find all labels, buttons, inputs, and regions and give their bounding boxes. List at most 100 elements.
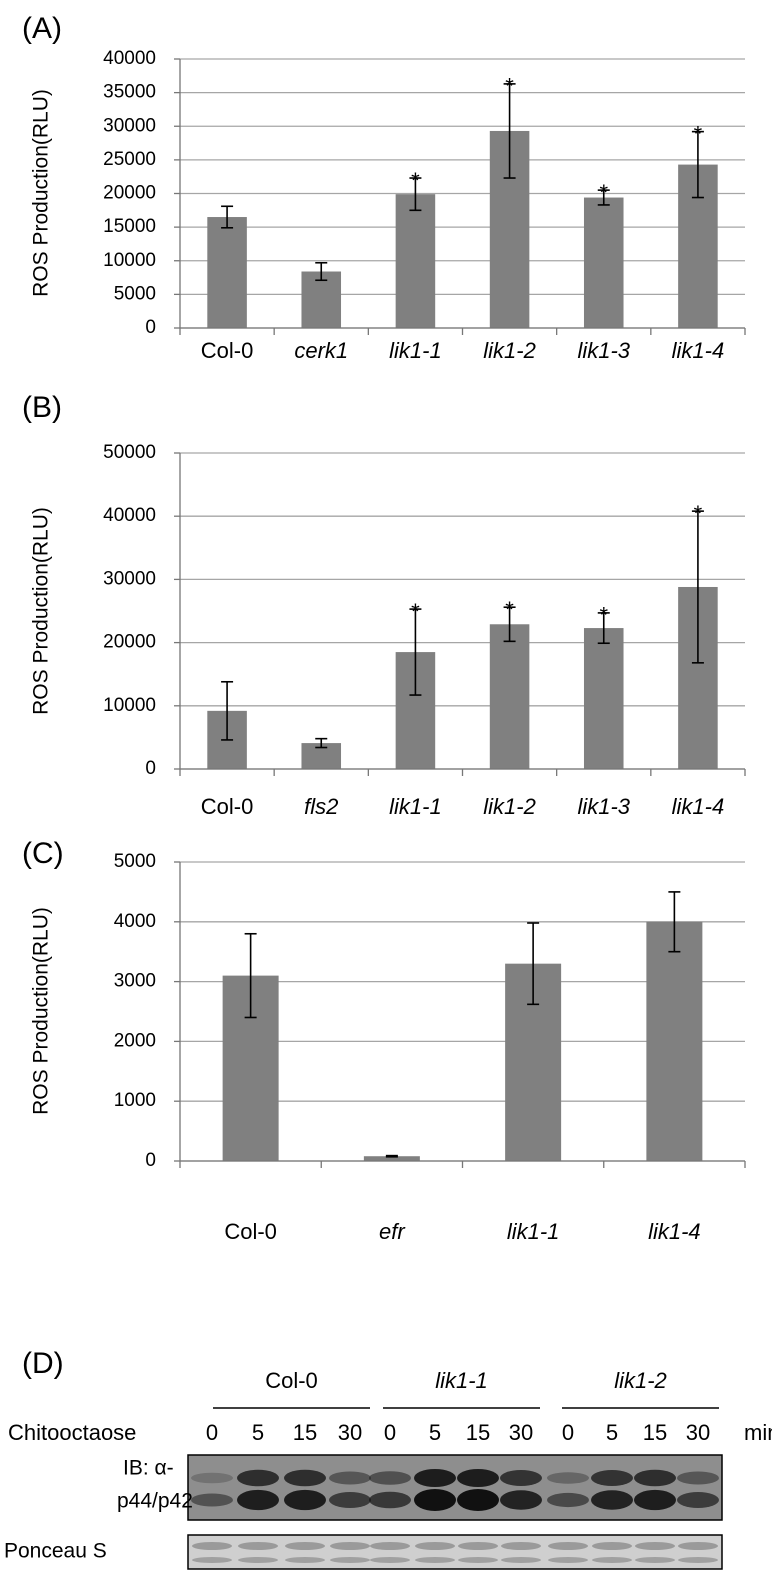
- row-label: IB: α-: [123, 1457, 174, 1480]
- y-tick-label: 5000: [114, 283, 156, 304]
- y-tick-label: 2000: [114, 1030, 156, 1051]
- row-label: Ponceau S: [4, 1540, 107, 1563]
- x-tick-label: Col-0: [201, 338, 254, 363]
- x-tick-label: cerk1: [294, 338, 348, 363]
- blot-image: [187, 1454, 723, 1521]
- y-tick-label: 30000: [103, 115, 156, 136]
- blot-band: [369, 1491, 411, 1509]
- ponceau-band: [678, 1557, 718, 1563]
- blot-band: [677, 1492, 719, 1508]
- group-label: Col-0: [265, 1368, 318, 1393]
- blot-band: [634, 1469, 676, 1487]
- ponceau-band: [592, 1542, 632, 1550]
- blot-band: [191, 1472, 233, 1484]
- y-tick-label: 5000: [114, 851, 156, 872]
- y-tick-label: 50000: [103, 442, 156, 463]
- panel-label: (A): [22, 12, 62, 45]
- y-tick-label: 0: [145, 1150, 156, 1171]
- x-tick-label: lik1-3: [577, 794, 630, 819]
- x-tick-label: lik1-4: [672, 338, 725, 363]
- blot-band: [369, 1471, 411, 1485]
- blot-band: [237, 1469, 279, 1487]
- y-tick-label: 10000: [103, 250, 156, 271]
- blot-band: [547, 1492, 589, 1508]
- bar: [583, 628, 624, 769]
- ponceau-band: [635, 1557, 675, 1563]
- y-axis-label: ROS Production(RLU): [30, 507, 53, 715]
- x-tick-label: lik1-1: [507, 1219, 560, 1244]
- significance-mark: *: [599, 603, 608, 628]
- y-tick-label: 1000: [114, 1090, 156, 1111]
- time-label: 15: [293, 1420, 317, 1445]
- bar: [646, 921, 703, 1161]
- ponceau-band: [330, 1542, 370, 1550]
- x-tick-label: lik1-1: [389, 794, 442, 819]
- ponceau-image: [187, 1534, 723, 1570]
- panel-label: (C): [22, 837, 64, 870]
- significance-mark: *: [505, 597, 514, 622]
- time-label: 5: [429, 1420, 441, 1445]
- x-tick-label: lik1-2: [483, 794, 536, 819]
- bar: [363, 1156, 420, 1161]
- y-tick-label: 0: [145, 317, 156, 338]
- time-label: 0: [562, 1420, 574, 1445]
- y-tick-label: 25000: [103, 149, 156, 170]
- panel-label: (D): [22, 1347, 64, 1380]
- ponceau-band: [458, 1542, 498, 1550]
- ponceau-band: [238, 1557, 278, 1563]
- bar: [583, 197, 624, 328]
- time-label: 5: [252, 1420, 264, 1445]
- significance-mark: *: [694, 501, 703, 526]
- ponceau-band: [501, 1542, 541, 1550]
- y-tick-label: 3000: [114, 971, 156, 992]
- ponceau-band: [370, 1557, 410, 1563]
- x-tick-label: lik1-4: [648, 1219, 701, 1244]
- y-tick-label: 10000: [103, 695, 156, 716]
- blot-band: [414, 1469, 456, 1487]
- ponceau-band: [592, 1557, 632, 1563]
- time-label: 30: [509, 1420, 533, 1445]
- ponceau-band: [501, 1557, 541, 1563]
- y-tick-label: 20000: [103, 183, 156, 204]
- y-tick-label: 30000: [103, 568, 156, 589]
- blot-band: [500, 1470, 542, 1486]
- y-tick-label: 4000: [114, 911, 156, 932]
- ponceau-band: [415, 1542, 455, 1550]
- y-tick-label: 35000: [103, 82, 156, 103]
- blot-band: [547, 1472, 589, 1484]
- ponceau-band: [330, 1557, 370, 1563]
- blot-band: [457, 1469, 499, 1487]
- x-tick-label: fls2: [304, 794, 338, 819]
- ponceau-band: [370, 1542, 410, 1550]
- x-tick-label: lik1-1: [389, 338, 442, 363]
- significance-mark: *: [411, 168, 420, 193]
- blot-band: [284, 1489, 326, 1511]
- ponceau-band: [548, 1557, 588, 1563]
- x-tick-label: efr: [379, 1219, 406, 1244]
- time-label: 15: [466, 1420, 490, 1445]
- significance-mark: *: [694, 121, 703, 146]
- blot-band: [634, 1489, 676, 1511]
- x-tick-label: Col-0: [201, 794, 254, 819]
- y-tick-label: 0: [145, 758, 156, 779]
- ponceau-band: [635, 1542, 675, 1550]
- time-label: 30: [338, 1420, 362, 1445]
- ponceau-band: [238, 1542, 278, 1550]
- y-axis-label: ROS Production(RLU): [30, 907, 53, 1115]
- time-label: 0: [384, 1420, 396, 1445]
- group-label: lik1-2: [614, 1368, 667, 1393]
- significance-mark: *: [505, 74, 514, 99]
- blot-band: [591, 1490, 633, 1510]
- y-axis-label: ROS Production(RLU): [30, 89, 53, 297]
- blot-band: [500, 1490, 542, 1510]
- unit-label: min: [744, 1420, 772, 1445]
- time-label: 5: [606, 1420, 618, 1445]
- x-tick-label: lik1-2: [483, 338, 536, 363]
- y-tick-label: 40000: [103, 505, 156, 526]
- y-tick-label: 20000: [103, 632, 156, 653]
- bar: [207, 217, 247, 328]
- x-tick-label: lik1-3: [577, 338, 630, 363]
- blot-band: [457, 1489, 499, 1511]
